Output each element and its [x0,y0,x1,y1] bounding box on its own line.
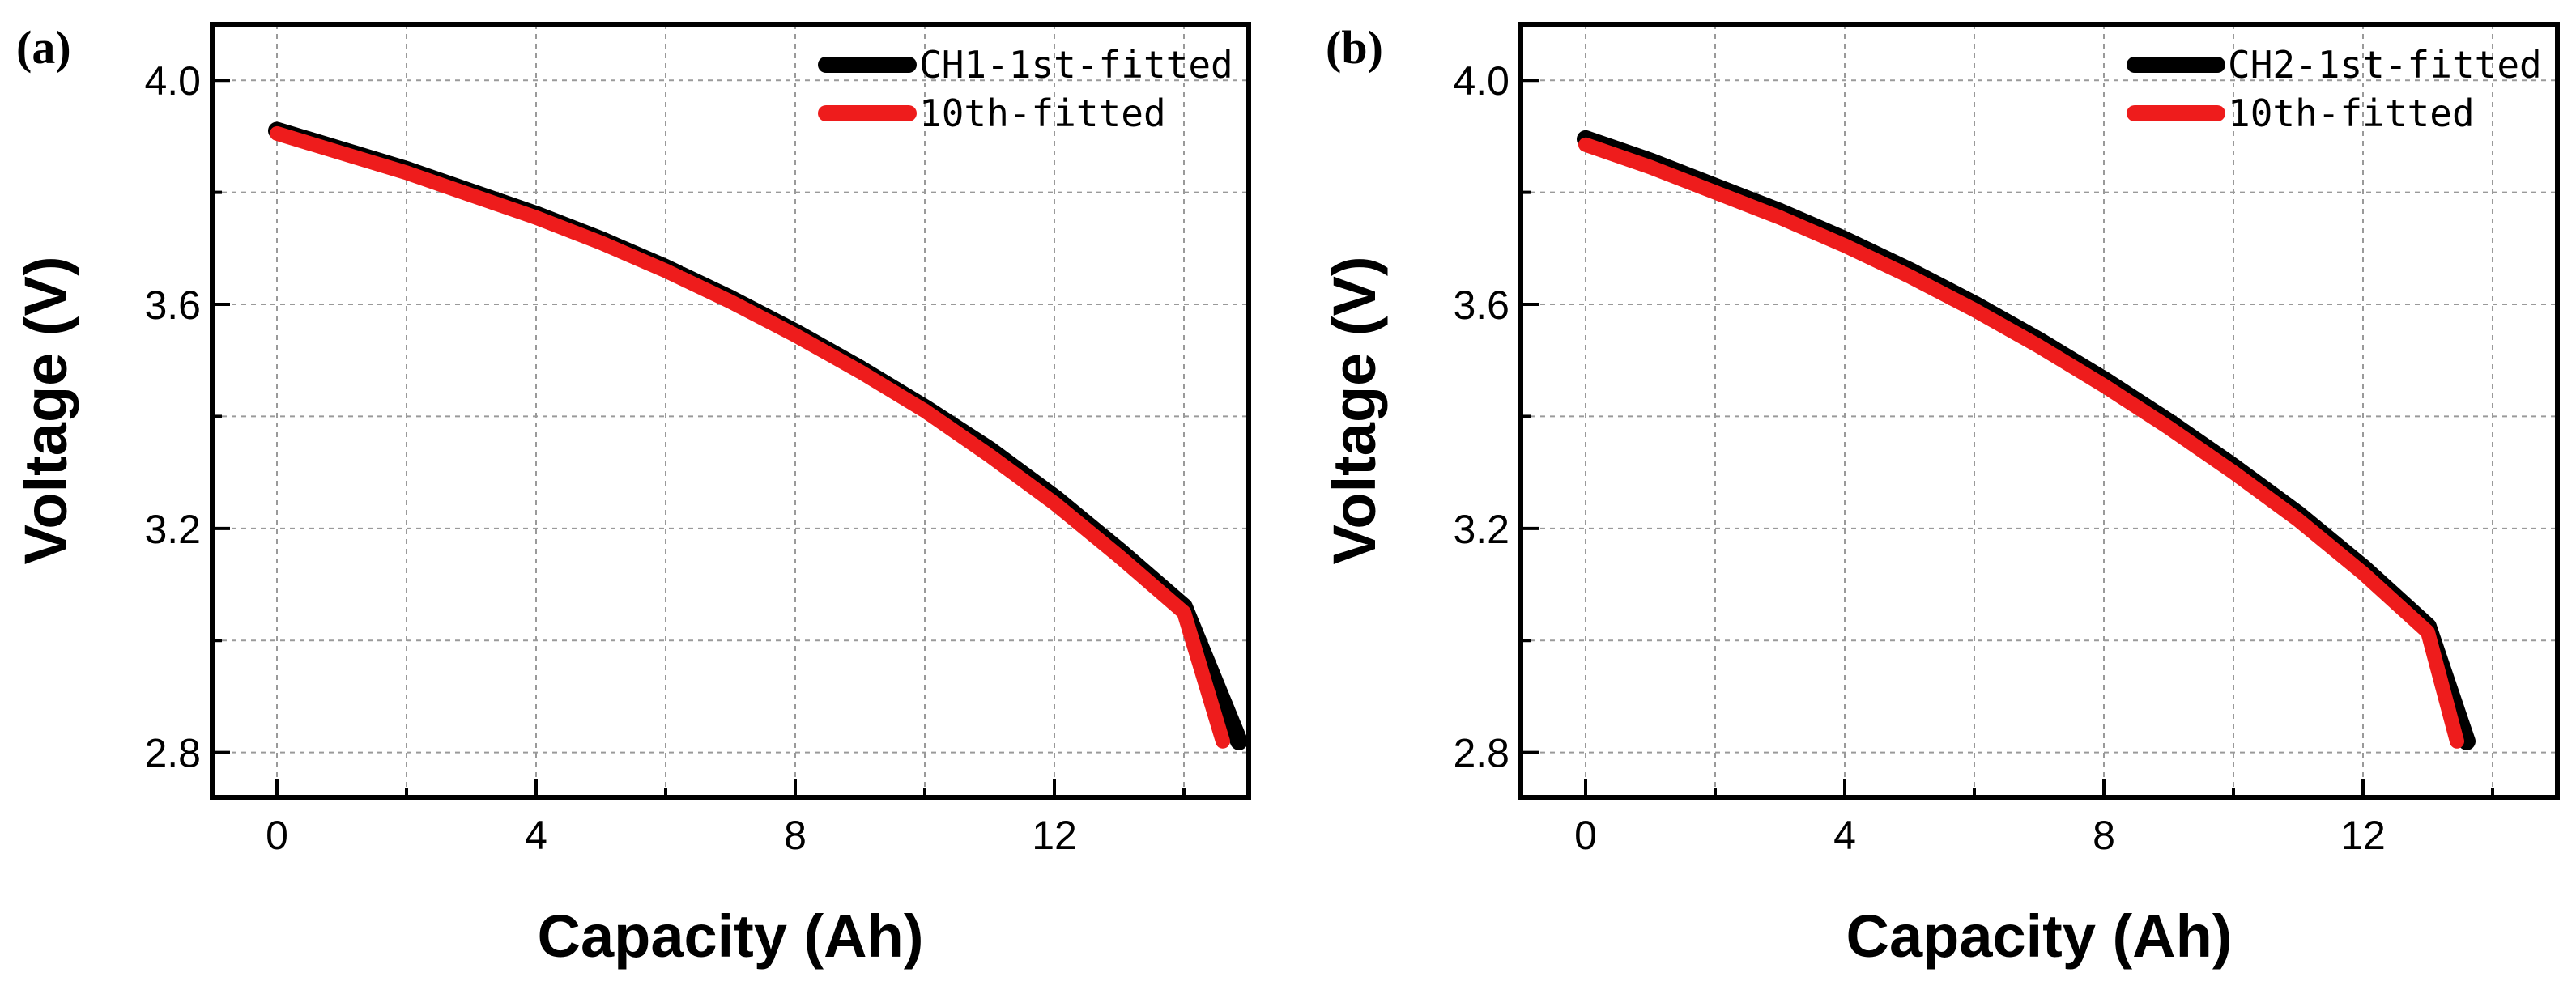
y-tick-label: 4.0 [144,58,201,104]
y-tick-label: 4.0 [1453,58,1509,104]
axis-ticks: 0 4 8 12 2.8 3.2 3.6 4.0 [1453,58,2494,858]
x-tick-label: 12 [1032,813,1077,858]
y-tick-label: 3.6 [144,282,201,328]
series-lines [268,121,1248,750]
grid [1521,24,2557,797]
y-axis-title: Voltage (V) [12,257,79,565]
legend-label: CH1-1st-fitted [919,43,1233,87]
plot-frame [210,22,1251,800]
panel-label: (a) [16,21,71,74]
x-tick-label: 0 [266,813,288,858]
plot-frame [1518,22,2560,800]
series-line-2 [270,125,1230,749]
y-axis-title: Voltage (V) [1321,257,1388,565]
legend: CH1-1st-fitted 10th-fitted [818,43,1233,135]
legend-label: 10th-fitted [919,91,1166,135]
y-tick-label: 3.2 [144,507,201,552]
x-tick-label: 4 [525,813,547,858]
panel-label: (b) [1326,21,1383,74]
x-tick-label: 8 [784,813,807,858]
legend-label: CH2-1st-fitted [2228,43,2542,87]
x-tick-label: 0 [1574,813,1597,858]
legend: CH2-1st-fitted 10th-fitted [2127,43,2542,135]
chart-panel-b: (b) 0 4 8 12 2.8 3.2 3.6 4.0 Capacity (Ah) Volt… [1321,21,2560,970]
x-tick-label: 8 [2093,813,2115,858]
y-tick-label: 3.6 [1453,282,1509,328]
x-tick-label: 12 [2340,813,2386,858]
x-axis-title: Capacity (Ah) [538,903,924,970]
y-tick-label: 2.8 [1453,731,1509,776]
axis-ticks: 0 4 8 12 2.8 3.2 3.6 4.0 [144,58,1186,858]
chart-panel-a: (a) 0 4 8 12 2.8 3.2 3.6 4.0 Capacity (Ah) Volt… [12,21,1251,970]
legend-label: 10th-fitted [2228,91,2475,135]
y-tick-label: 2.8 [144,731,201,776]
y-tick-label: 3.2 [1453,507,1509,552]
x-axis-title: Capacity (Ah) [1846,903,2233,970]
series-lines [1577,130,2476,750]
series-line-2 [1578,137,2464,749]
x-tick-label: 4 [1833,813,1856,858]
